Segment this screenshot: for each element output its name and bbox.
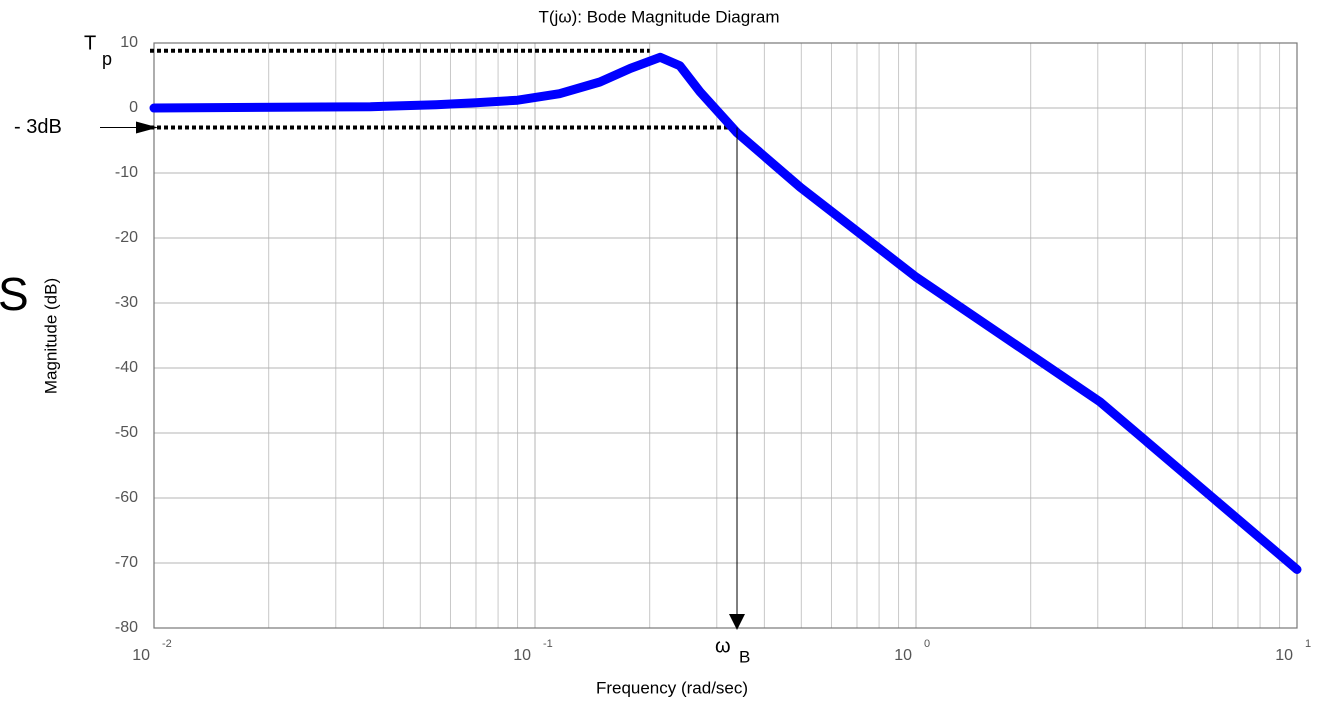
x-tick-exponent: -2 <box>162 638 172 650</box>
reference-label: T <box>84 32 96 54</box>
x-tick-exponent: 0 <box>924 638 930 650</box>
y-tick-label: -80 <box>115 619 138 636</box>
reference-subscript: p <box>102 49 112 69</box>
reference-label: - 3dB <box>14 116 62 138</box>
x-axis-label: Frequency (rad/sec) <box>596 678 748 697</box>
marker-subscript: B <box>739 647 750 666</box>
x-tick-label: 10 <box>132 647 150 664</box>
x-tick-exponent: -1 <box>543 638 553 650</box>
chart-title: T(jω): Bode Magnitude Diagram <box>539 7 780 26</box>
y-tick-label: 0 <box>129 99 138 116</box>
plot-frame <box>153 42 1298 629</box>
y-axis-label: Magnitude (dB) <box>41 278 60 394</box>
x-tick-label: 10 <box>894 647 912 664</box>
x-tick-label: 10 <box>513 647 531 664</box>
arrow-head <box>729 614 746 630</box>
y-tick-label: -60 <box>115 489 138 506</box>
y-tick-label: -50 <box>115 424 138 441</box>
x-tick-exponent: 1 <box>1305 638 1311 650</box>
series-line <box>149 52 1302 574</box>
y-tick-label: -10 <box>115 164 138 181</box>
x-tick-label: 10 <box>1275 647 1293 664</box>
y-tick-label: -20 <box>115 229 138 246</box>
cropped-text: S <box>0 268 29 320</box>
marker-label: ω <box>715 635 731 657</box>
y-tick-label: -70 <box>115 554 138 571</box>
y-tick-label: -40 <box>115 359 138 376</box>
arrow-head <box>136 121 158 134</box>
y-tick-label: 10 <box>120 34 138 51</box>
y-tick-label: -30 <box>115 294 138 311</box>
